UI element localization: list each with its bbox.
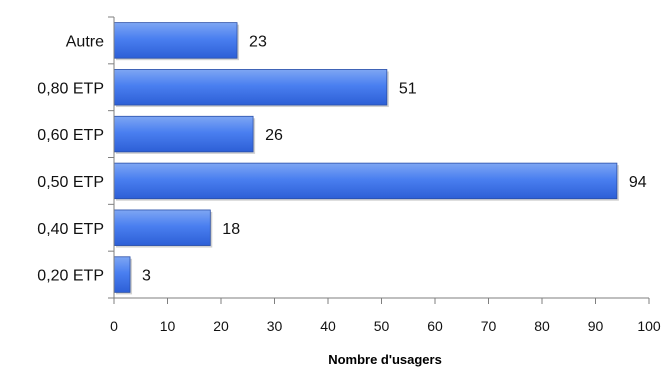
data-label: 26 xyxy=(265,127,283,144)
bar xyxy=(113,69,388,106)
data-label: 51 xyxy=(399,80,417,97)
category-tick-label: 0,20 ETP xyxy=(37,268,104,285)
category-tick-label: 0,50 ETP xyxy=(37,174,104,191)
x-tick-label: 70 xyxy=(481,318,497,334)
labels-layer: Autre 23 0,80 ETP 51 0,60 ETP 26 0,50 ETP 94 0,4… xyxy=(37,33,661,334)
data-label: 94 xyxy=(629,174,647,191)
x-tick-label: 10 xyxy=(160,318,176,334)
bars-layer xyxy=(113,22,619,295)
x-tick-label: 20 xyxy=(213,318,229,334)
x-axis-title: Nombre d'usagers xyxy=(328,352,442,367)
x-tick-label: 30 xyxy=(267,318,283,334)
x-tick-label: 50 xyxy=(374,318,390,334)
bar xyxy=(113,22,238,59)
x-tick-label: 80 xyxy=(534,318,550,334)
category-tick-label: 0,40 ETP xyxy=(37,221,104,238)
x-tick-label: 60 xyxy=(427,318,443,334)
data-label: 3 xyxy=(142,268,151,285)
x-tick-label: 90 xyxy=(588,318,604,334)
bar xyxy=(113,115,254,153)
data-label: 18 xyxy=(222,221,240,238)
axis-layer xyxy=(108,16,650,304)
category-tick-label: 0,60 ETP xyxy=(37,127,104,144)
data-label: 23 xyxy=(249,33,267,50)
bar xyxy=(113,209,211,246)
x-tick-label: 40 xyxy=(320,318,336,334)
bar xyxy=(113,256,131,293)
x-tick-label: 100 xyxy=(637,318,661,334)
bar xyxy=(113,162,618,200)
category-tick-label: Autre xyxy=(66,33,104,50)
category-tick-label: 0,80 ETP xyxy=(37,80,104,97)
x-tick-label: 0 xyxy=(110,318,118,334)
